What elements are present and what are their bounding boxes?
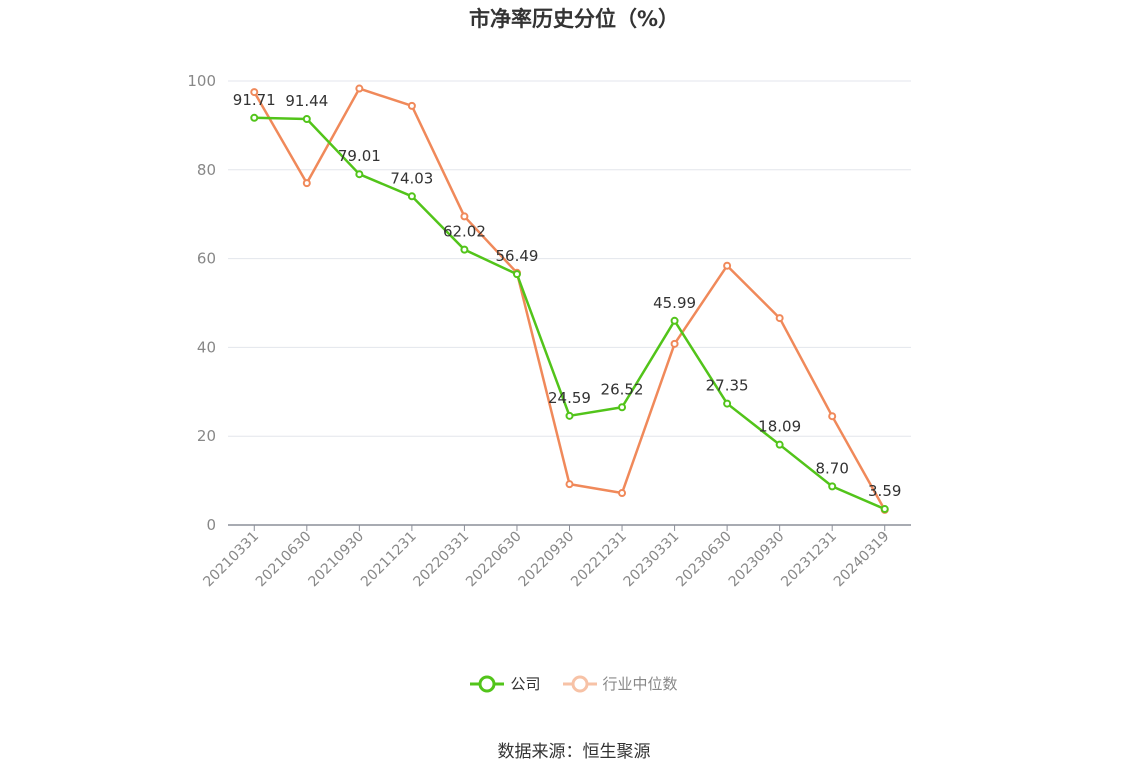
y-tick-label: 20 — [197, 427, 216, 445]
industry-data-point — [670, 339, 679, 348]
y-tick-label: 60 — [197, 250, 216, 268]
company-data-point — [723, 399, 732, 408]
legend-company-marker-icon — [470, 675, 505, 692]
series-lines — [250, 84, 889, 514]
company-data-label: 18.09 — [758, 418, 801, 436]
industry-data-point — [407, 101, 416, 110]
company-data-point — [460, 245, 469, 254]
company-data-point — [880, 505, 889, 514]
x-tick-label: 20231231 — [778, 529, 840, 591]
industry-data-point — [618, 489, 627, 498]
company-data-label: 91.44 — [285, 92, 328, 110]
company-data-label: 24.59 — [548, 389, 591, 407]
company-data-point — [775, 440, 784, 449]
x-tick-label: 20220331 — [411, 529, 473, 591]
legend-label-industry: 行业中位数 — [602, 675, 678, 693]
company-data-point — [355, 170, 364, 179]
axes: 0 20 40 60 80 100 2021033120210630202109302021… — [187, 72, 911, 590]
x-tick-label: 20211231 — [358, 529, 420, 591]
company-data-point — [828, 482, 837, 491]
legend-item-industry[interactable]: 行业中位数 — [562, 673, 678, 694]
x-tick-label: 20210331 — [200, 529, 262, 591]
y-tick-label: 40 — [197, 338, 216, 356]
company-data-label: 45.99 — [653, 294, 696, 312]
x-tick-label: 20230930 — [726, 529, 788, 591]
grid-lines — [228, 80, 911, 437]
company-data-point — [618, 403, 627, 412]
legend-industry-marker-icon — [562, 675, 597, 692]
industry-data-point — [828, 412, 837, 421]
company-data-point — [302, 115, 311, 124]
company-data-label: 8.70 — [815, 459, 848, 477]
legend-label-company: 公司 — [510, 675, 541, 693]
industry-data-point — [355, 84, 364, 93]
company-data-label: 56.49 — [495, 247, 538, 265]
company-data-label: 26.52 — [601, 380, 644, 398]
x-tick-label: 20210930 — [305, 529, 367, 591]
company-data-point — [407, 192, 416, 201]
x-tick-label: 20230630 — [673, 529, 735, 591]
company-data-label: 27.35 — [706, 377, 749, 395]
x-tick-label: 20220630 — [463, 529, 525, 591]
chart-title: 市净率历史分位（%） — [468, 7, 680, 31]
industry-data-point — [302, 179, 311, 188]
company-data-point — [512, 270, 521, 279]
data-source: 数据来源：恒生聚源 — [497, 742, 651, 762]
y-tick-label: 0 — [206, 516, 216, 534]
industry-data-point — [250, 88, 259, 97]
y-tick-label: 100 — [187, 72, 216, 90]
industry-data-point — [723, 261, 732, 270]
industry-data-point — [775, 314, 784, 323]
x-tick-label: 20221231 — [568, 529, 630, 591]
company-data-label: 3.59 — [868, 482, 901, 500]
y-tick-label: 80 — [197, 161, 216, 179]
company-data-label: 62.02 — [443, 223, 486, 241]
company-data-point — [250, 113, 259, 122]
legend: 公司 行业中位数 — [0, 673, 1148, 694]
company-data-label: 91.71 — [233, 91, 276, 109]
x-tick-label: 20220930 — [516, 529, 578, 591]
company-data-point — [565, 411, 574, 420]
company-data-label: 74.03 — [390, 169, 433, 187]
line-chart: 0 20 40 60 80 100 2021033120210630202109302021… — [187, 72, 911, 590]
legend-item-company[interactable]: 公司 — [470, 673, 541, 694]
x-tick-label: 20230331 — [621, 529, 683, 591]
x-tick-label: 20210630 — [253, 529, 315, 591]
company-data-label: 79.01 — [338, 147, 381, 165]
company-series-line — [254, 116, 886, 511]
company-data-point — [670, 316, 679, 325]
x-tick-label: 20240319 — [831, 529, 893, 591]
industry-data-point — [460, 212, 469, 221]
data-labels: 91.71 91.44 79.01 74.03 62.02 56.49 24.59 26.52… — [233, 91, 902, 500]
industry-data-point — [565, 480, 574, 489]
